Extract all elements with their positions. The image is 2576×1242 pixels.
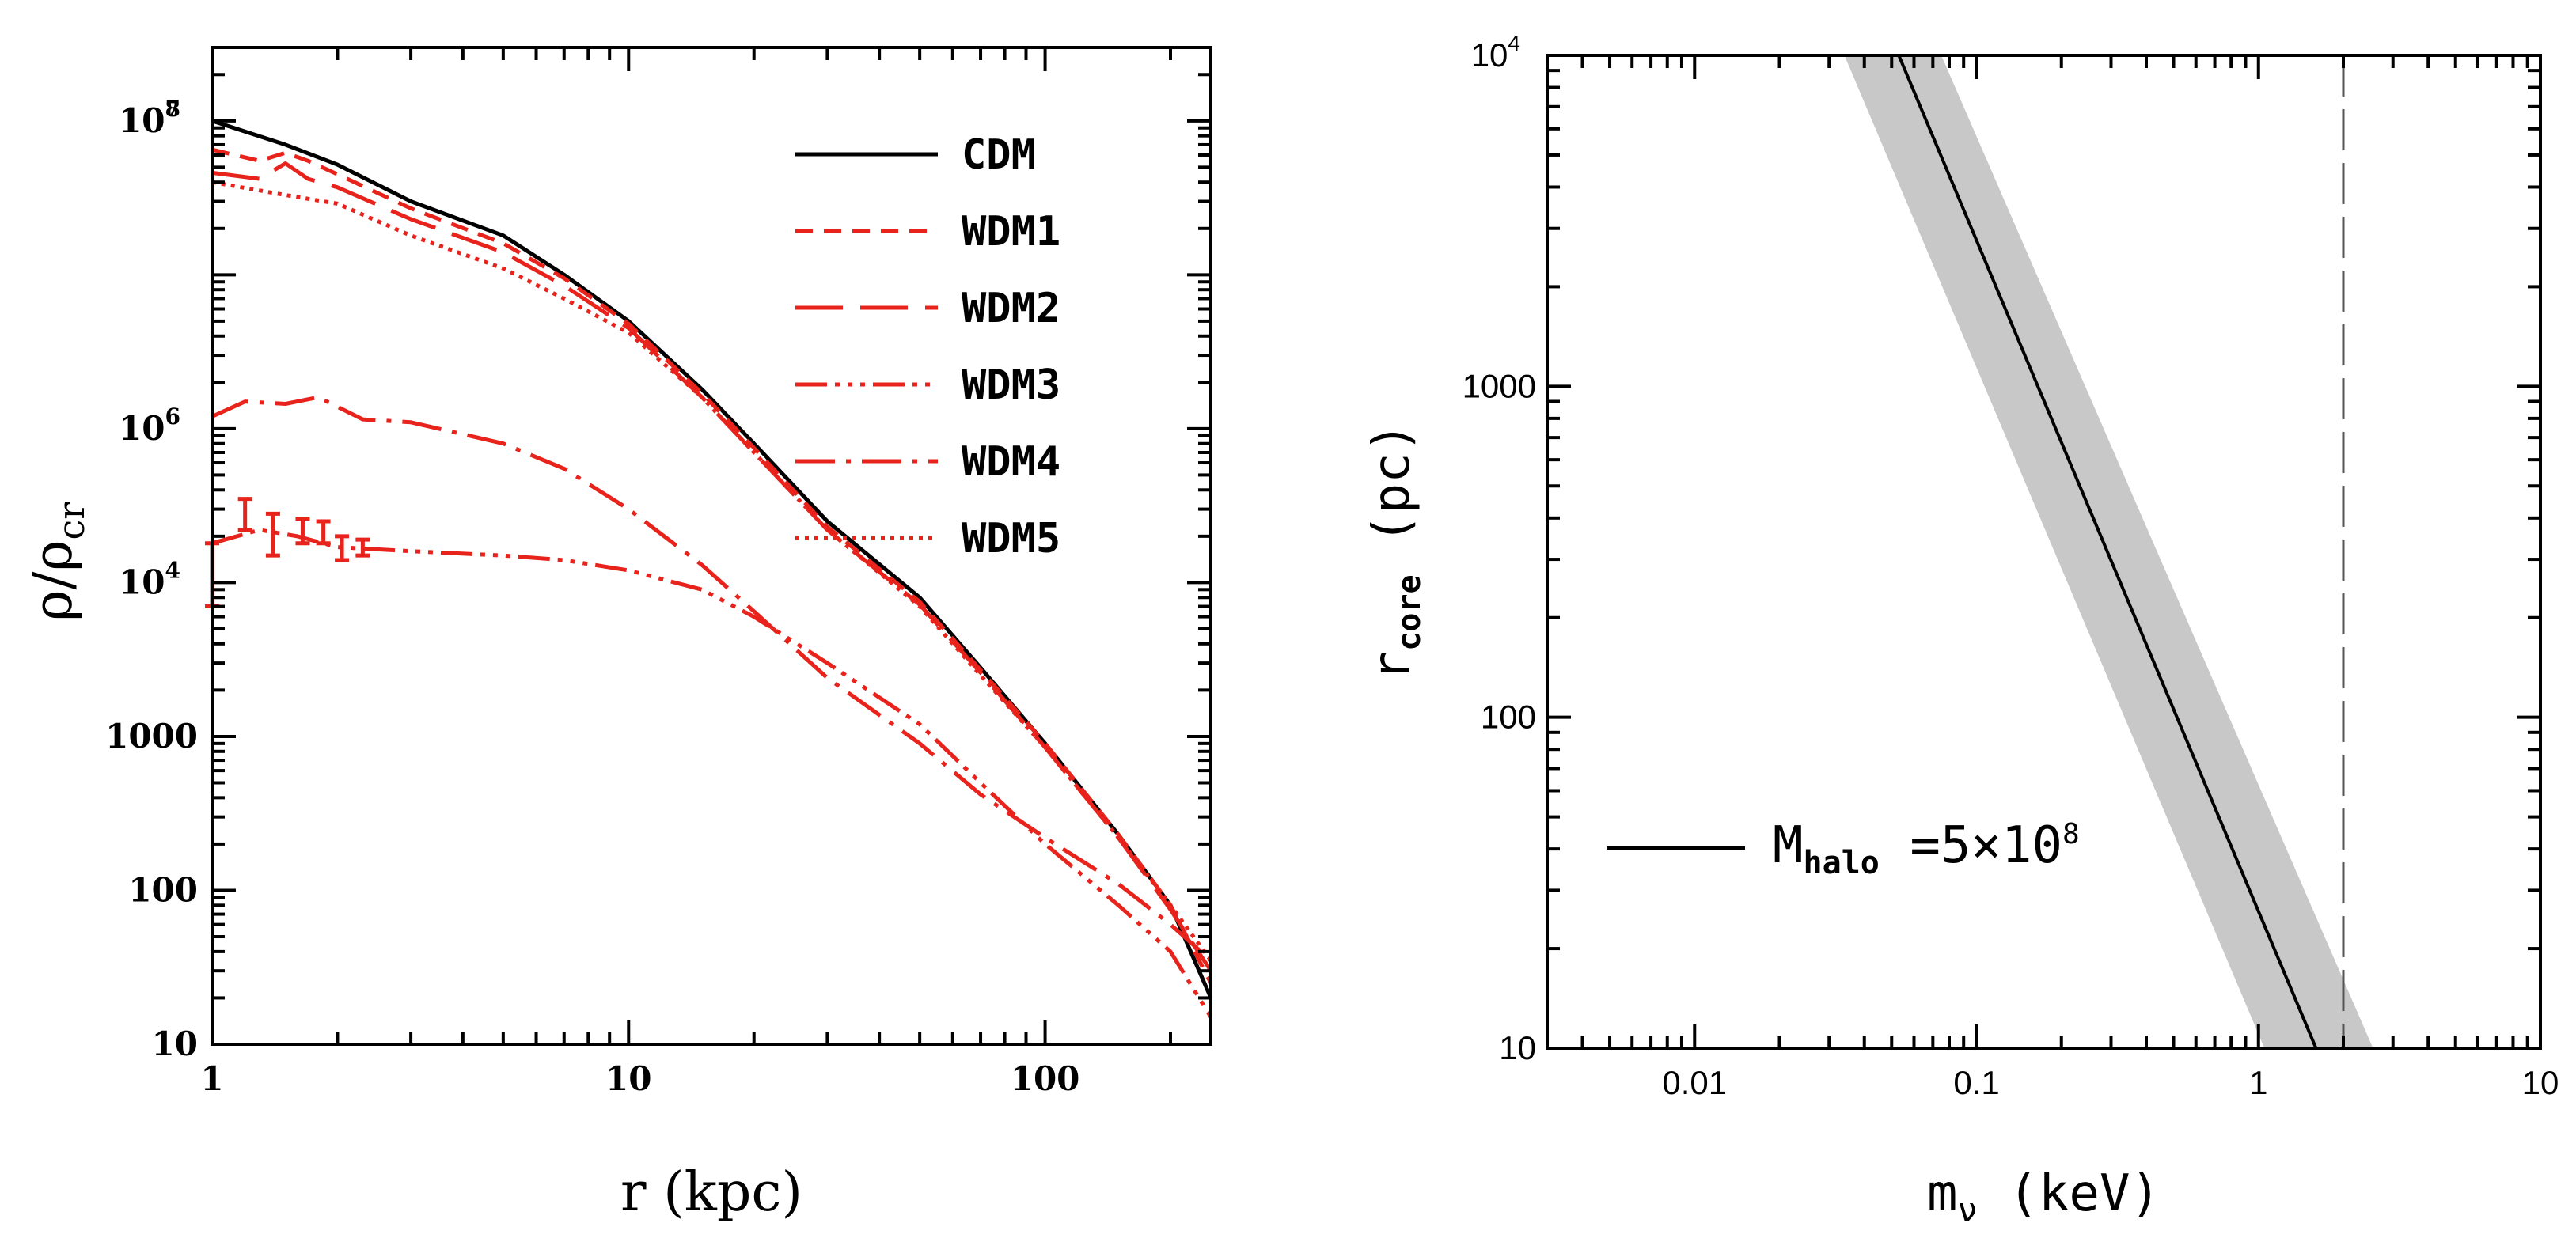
legend-label-wdm1: WDM1	[962, 208, 1060, 256]
y-tick-label: 10	[1499, 1029, 1536, 1066]
series-line-wdm2	[211, 161, 1213, 972]
series-line-wdm5	[211, 180, 1213, 962]
y-tick-label: 108	[119, 96, 180, 140]
y-tick-label-exp: 8	[165, 96, 180, 122]
legend-label-wdm5: WDM5	[962, 515, 1060, 562]
y-tick-label-base: 100	[128, 870, 198, 909]
core-radius-line	[1897, 55, 2318, 1049]
right-y-axis-title: rcore (pc)	[1363, 422, 1428, 682]
legend-label-wdm4: WDM4	[962, 438, 1060, 486]
right-plot-frame	[1546, 54, 2542, 1050]
x-tick-label: 10	[2522, 1064, 2559, 1101]
y-tick-label: 104	[1471, 31, 1520, 74]
series-line-wdm1	[211, 147, 1213, 984]
left-legend: CDM WDM1 WDM2 WDM3 WDM4 WDM5	[795, 131, 1060, 562]
y-tick-label-base: 10	[1499, 1029, 1536, 1066]
y-tick-label-base: 10	[1471, 36, 1508, 74]
right-x-axis-title: mν (keV)	[1927, 1164, 2161, 1229]
y-tick-label: 107	[119, 96, 180, 140]
right-legend: Mhalo =5×108	[1607, 816, 2080, 881]
series-line-wdm3	[211, 528, 1213, 1019]
y-tick-label-base: 10	[119, 562, 165, 601]
y-tick-label: 100	[1481, 699, 1536, 736]
y-tick-label-base: 10	[119, 101, 165, 140]
y-tick-label: 106	[119, 403, 180, 448]
y-tick-label-exp: 4	[165, 557, 180, 583]
x-tick-label: 0.1	[1953, 1064, 1999, 1101]
x-tick-label: 100	[1011, 1059, 1080, 1098]
legend-label-mhalo: Mhalo =5×108	[1773, 816, 2080, 881]
y-tick-label-exp: 7	[165, 96, 180, 122]
left-y-axis-title: ρ/ρcr	[22, 502, 93, 622]
legend-label-wdm2: WDM2	[962, 285, 1060, 332]
y-tick-label: 1000	[1463, 367, 1536, 404]
legend-label-cdm: CDM	[962, 131, 1036, 179]
y-tick-label-base: 10	[119, 409, 165, 448]
left-series-group	[205, 119, 1213, 1019]
x-tick-label: 10	[605, 1059, 651, 1098]
x-tick-label: 1	[200, 1059, 223, 1098]
left-x-axis-title: r (kpc)	[620, 1161, 802, 1224]
x-tick-label: 1	[2249, 1064, 2267, 1101]
y-tick-label: 104	[119, 557, 180, 601]
y-tick-label-base: 10	[119, 101, 165, 140]
series-line-wdm4	[211, 395, 1212, 963]
y-tick-label-base: 1000	[1463, 367, 1536, 404]
y-tick-label-base: 10	[152, 1024, 198, 1063]
left-plot-frame	[211, 46, 1212, 1046]
y-tick-label: 100	[128, 870, 198, 909]
y-tick-label-exp: 4	[1508, 31, 1520, 55]
legend-label-wdm3: WDM3	[962, 362, 1060, 409]
y-tick-label: 10	[152, 1024, 198, 1063]
y-tick-label-base: 100	[1481, 699, 1536, 736]
y-tick-label-exp: 6	[165, 403, 180, 430]
series-line-cdm	[211, 119, 1213, 999]
y-tick-label: 1000	[105, 717, 198, 755]
x-tick-label: 0.01	[1662, 1064, 1727, 1101]
y-tick-label-base: 1000	[105, 717, 198, 755]
